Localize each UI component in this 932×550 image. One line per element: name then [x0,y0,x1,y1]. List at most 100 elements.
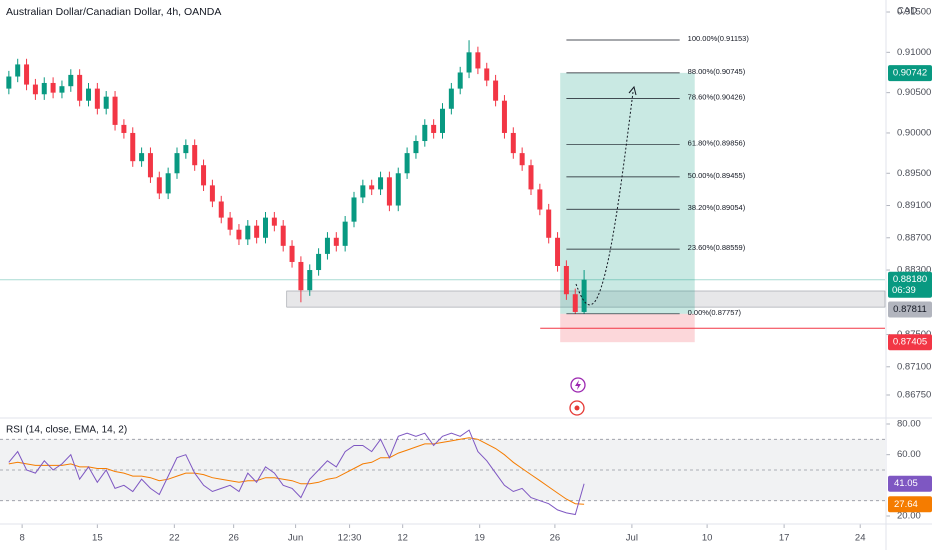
candle-body [94,88,100,109]
candle-body [24,64,30,85]
ema-line [8,437,585,505]
candle-body [59,86,65,93]
candle-body [581,279,587,312]
candle-body [546,209,552,238]
fib-label: 100.00%(0.91153) [688,34,750,43]
candle-body [555,237,561,266]
candle-body [280,225,286,246]
candle-body [572,294,578,312]
fib-label: 38.20%(0.89054) [688,203,746,212]
candle-body [537,189,543,210]
candle-body [466,52,472,73]
candle-body [156,177,162,194]
candle-body [254,225,260,238]
candle-body [395,173,401,206]
x-tick-label: 26 [550,533,561,544]
candle-body [121,124,127,133]
candle-body [563,265,569,295]
candle-body [519,153,525,166]
candle-body [271,217,277,226]
candle-body [15,64,21,77]
x-tick-label: 22 [169,533,180,544]
candle-body [404,153,410,174]
rsi-y-tick-label: 80.00 [897,419,921,430]
y-tick-label: 0.88300 [897,265,931,276]
candle-body [298,261,304,291]
candle-body [263,217,268,238]
x-tick-label: 12 [397,533,408,544]
x-tick-label: 12:30 [338,533,362,544]
rsi-band [0,439,885,501]
candle-body [32,84,38,95]
candle-body [475,52,481,69]
candle-body [378,177,384,190]
target-zone [560,72,695,314]
candle-body [183,145,189,154]
fib-label: 0.00%(0.87757) [688,308,742,317]
x-tick-label: Jul [626,533,638,544]
rsi-y-tick-label: 20.00 [897,511,921,522]
price-label-bg [888,301,932,318]
candle-body [201,165,207,186]
price-label-bg [888,334,932,351]
candle-body [86,88,91,101]
rsi-line [8,429,585,516]
y-tick-label: 0.91000 [897,47,931,58]
price-label: 0.87811 [893,304,927,315]
candle-body [209,185,215,202]
projection-arrow [628,85,637,96]
candle-body [227,217,233,230]
rsi-title: RSI (14, close, EMA, 14, 2) [6,425,127,436]
candle-body [386,177,392,206]
candle-body [422,124,428,142]
candle-body [192,145,198,166]
y-tick-label: 0.90000 [897,127,931,138]
ema-value-bg [888,496,932,513]
candles [6,40,587,314]
y-tick-label: 0.91500 [897,7,931,18]
fib-label: 61.80%(0.89856) [688,139,746,148]
y-tick-label: 0.86750 [897,390,931,401]
candle-body [448,88,454,109]
candle-body [245,225,251,240]
candle-body [147,153,153,178]
candle-body [510,132,516,154]
candle-body [165,173,171,194]
candle-body [174,153,180,174]
candle-body [333,237,339,246]
flag-icon [574,405,580,411]
candle-body [68,74,74,87]
x-tick-label: 24 [855,533,866,544]
candle-body [351,197,357,222]
candle-body [130,132,136,162]
candle-body [528,165,534,190]
candle-body [324,237,330,254]
candle-body [493,80,499,101]
y-tick-label: 0.90500 [897,87,931,98]
price-label-bg [888,65,932,82]
rsi-value-label: 41.05 [894,478,918,489]
projection-path [575,91,634,306]
price-countdown: 06:39 [892,285,916,296]
candle-body [440,108,445,133]
y-tick-label: 0.89500 [897,168,931,179]
candle-body [501,100,507,133]
rsi-y-tick-label: 60.00 [897,449,921,460]
lightning-icon [575,380,581,390]
x-tick-label: 10 [702,533,713,544]
currency-label: CAD [897,6,917,17]
candle-body [413,141,419,154]
price-label-bg [888,271,932,298]
chart-title: Australian Dollar/Canadian Dollar, 4h, O… [6,6,221,18]
candle-body [457,72,463,89]
candle-body [112,96,118,125]
fib-label: 78.60%(0.90426) [688,93,746,102]
y-tick-label: 0.89100 [897,200,931,211]
candle-body [360,185,366,198]
price-label: 0.87405 [893,337,927,348]
fib-label: 23.60%(0.88559) [688,243,746,252]
candle-body [316,253,322,271]
candle-body [342,221,348,246]
candle-body [41,82,47,95]
